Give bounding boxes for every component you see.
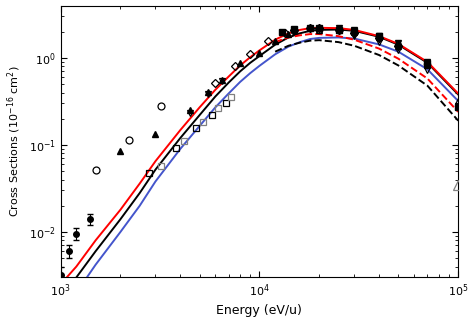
- X-axis label: Energy (eV/u): Energy (eV/u): [217, 305, 302, 318]
- Y-axis label: Cross Sections (10$^{-16}$ cm$^2$): Cross Sections (10$^{-16}$ cm$^2$): [6, 66, 23, 217]
